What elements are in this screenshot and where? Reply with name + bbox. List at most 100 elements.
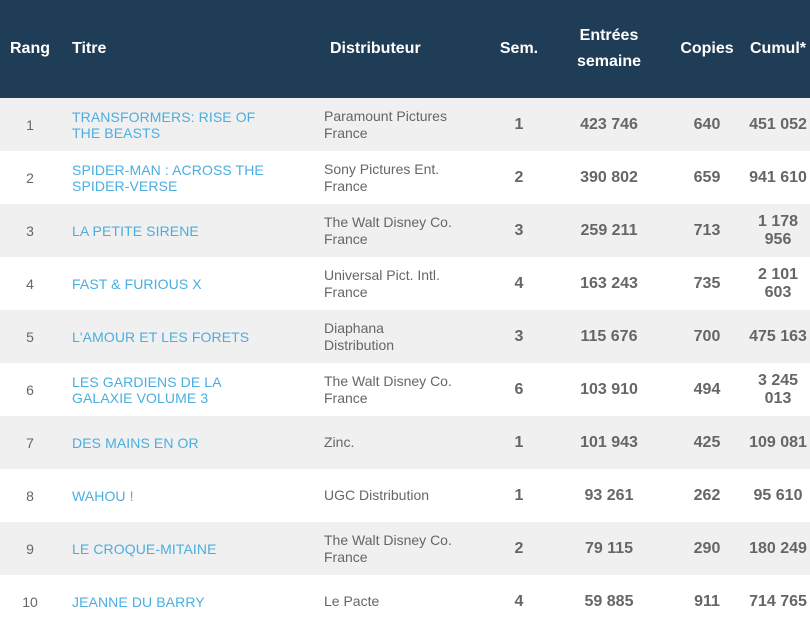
table-row: 3 LA PETITE SIRENE The Walt Disney Co. Fran… <box>0 204 810 257</box>
cumulative-cell: 180 249 <box>749 539 807 557</box>
title-link[interactable]: JEANNE DU BARRY <box>60 575 310 628</box>
weekly-admissions-cell: 101 943 <box>580 433 638 451</box>
title-link[interactable]: L'AMOUR ET LES FORETS <box>60 310 310 363</box>
copies-cell: 640 <box>693 115 721 133</box>
title-line-1[interactable]: LE CROQUE-MITAINE <box>72 540 217 557</box>
weeks-cell: 2 <box>514 168 524 186</box>
weekly-admissions-cell: 259 211 <box>580 221 638 239</box>
distributor-line-2: France <box>324 389 368 406</box>
distributor-cell: The Walt Disney Co. France <box>310 522 488 575</box>
title-line-1[interactable]: WAHOU ! <box>72 487 134 504</box>
title-line-2[interactable]: GALAXIE VOLUME 3 <box>72 389 209 406</box>
table-row: 7 DES MAINS EN OR Zinc. 1 101 943 425 109 081 <box>0 416 810 469</box>
weeks-cell: 3 <box>514 327 524 345</box>
title-link[interactable]: LA PETITE SIRENE <box>60 204 310 257</box>
copies-cell: 659 <box>693 168 721 186</box>
title-line-1[interactable]: FAST & FURIOUS X <box>72 275 202 292</box>
table-row: 1 TRANSFORMERS: RISE OF THE BEASTS Paramoun… <box>0 98 810 151</box>
rank-cell: 3 <box>26 222 34 239</box>
title-link[interactable]: TRANSFORMERS: RISE OF THE BEASTS <box>60 98 310 151</box>
weekly-admissions-cell: 93 261 <box>584 486 634 504</box>
title-line-1[interactable]: TRANSFORMERS: RISE OF <box>72 108 256 125</box>
header-entrees-line1: Entrées <box>579 27 639 44</box>
weeks-cell: 2 <box>514 539 524 557</box>
distributor-line-1: Paramount Pictures <box>324 107 447 124</box>
table-header: Rang Titre Distributeur Sem. Entrées sem… <box>0 0 810 98</box>
title-link[interactable]: SPIDER-MAN : ACROSS THE SPIDER-VERSE <box>60 151 310 204</box>
copies-cell: 713 <box>693 221 721 239</box>
distributor-line-2: France <box>324 230 368 247</box>
weeks-cell: 4 <box>514 274 524 292</box>
distributor-line-1: The Walt Disney Co. <box>324 372 452 389</box>
distributor-cell: The Walt Disney Co. France <box>310 204 488 257</box>
distributor-line-1: UGC Distribution <box>324 487 430 503</box>
title-link[interactable]: FAST & FURIOUS X <box>60 257 310 310</box>
title-line-1[interactable]: LA PETITE SIRENE <box>72 222 199 239</box>
weekly-admissions-cell: 390 802 <box>580 168 638 186</box>
cumulative-cell: 1 178 956 <box>757 212 799 248</box>
rank-cell: 8 <box>26 487 34 504</box>
header-distributeur[interactable]: Distributeur <box>330 40 421 57</box>
distributor-cell: Le Pacte <box>310 575 488 628</box>
header-cumul[interactable]: Cumul* <box>750 40 806 57</box>
header-semaine[interactable]: Sem. <box>499 40 539 57</box>
title-line-1[interactable]: DES MAINS EN OR <box>72 434 199 451</box>
header-rang[interactable]: Rang <box>10 40 50 57</box>
rank-cell: 2 <box>26 169 34 186</box>
table-body: 1 TRANSFORMERS: RISE OF THE BEASTS Paramoun… <box>0 98 810 628</box>
title-line-1[interactable]: L'AMOUR ET LES FORETS <box>72 328 250 345</box>
copies-cell: 290 <box>693 539 721 557</box>
weeks-cell: 3 <box>514 221 524 239</box>
distributor-line-1: Le Pacte <box>324 593 380 609</box>
rank-cell: 1 <box>26 116 34 133</box>
distributor-line-2: Distribution <box>324 336 395 353</box>
rank-cell: 10 <box>22 593 38 610</box>
distributor-cell: UGC Distribution <box>310 469 488 522</box>
cumulative-cell: 3 245 013 <box>757 371 799 407</box>
header-entrees-semaine[interactable]: Entrées semaine <box>550 0 668 98</box>
weeks-cell: 1 <box>514 433 524 451</box>
title-line-2[interactable]: SPIDER-VERSE <box>72 177 178 194</box>
distributor-line-1: The Walt Disney Co. <box>324 213 452 230</box>
distributor-cell: Paramount Pictures France <box>310 98 488 151</box>
copies-cell: 494 <box>693 380 721 398</box>
title-link[interactable]: DES MAINS EN OR <box>60 416 310 469</box>
table-row: 6 LES GARDIENS DE LA GALAXIE VOLUME 3 The W… <box>0 363 810 416</box>
table-row: 4 FAST & FURIOUS X Universal Pict. Intl. Fr… <box>0 257 810 310</box>
table-row: 8 WAHOU ! UGC Distribution 1 93 261 262 95 610 <box>0 469 810 522</box>
weeks-cell: 4 <box>514 592 524 610</box>
distributor-line-2: France <box>324 124 368 141</box>
header-titre[interactable]: Titre <box>72 40 107 57</box>
distributor-line-2: France <box>324 283 368 300</box>
cumulative-cell: 714 765 <box>749 592 807 610</box>
weekly-admissions-cell: 115 676 <box>580 327 638 345</box>
copies-cell: 700 <box>693 327 721 345</box>
header-row: Rang Titre Distributeur Sem. Entrées sem… <box>0 0 810 98</box>
header-copies[interactable]: Copies <box>680 40 734 57</box>
distributor-cell: Diaphana Distribution <box>310 310 488 363</box>
title-line-2[interactable]: THE BEASTS <box>72 124 161 141</box>
rank-cell: 4 <box>26 275 34 292</box>
title-line-1[interactable]: LES GARDIENS DE LA <box>72 373 222 390</box>
title-line-1[interactable]: JEANNE DU BARRY <box>72 593 205 610</box>
weekly-admissions-cell: 163 243 <box>580 274 638 292</box>
title-line-1[interactable]: SPIDER-MAN : ACROSS THE <box>72 161 264 178</box>
title-link[interactable]: WAHOU ! <box>60 469 310 522</box>
copies-cell: 735 <box>693 274 721 292</box>
table-row: 10 JEANNE DU BARRY Le Pacte 4 59 885 911 714 7… <box>0 575 810 628</box>
distributor-line-1: Diaphana <box>324 319 384 336</box>
copies-cell: 425 <box>693 433 721 451</box>
copies-cell: 262 <box>693 486 721 504</box>
cumulative-cell: 109 081 <box>749 433 807 451</box>
rank-cell: 6 <box>26 381 34 398</box>
distributor-line-2: France <box>324 548 368 565</box>
weekly-admissions-cell: 59 885 <box>584 592 634 610</box>
weeks-cell: 1 <box>514 115 524 133</box>
weekly-admissions-cell: 79 115 <box>584 539 634 557</box>
title-link[interactable]: LES GARDIENS DE LA GALAXIE VOLUME 3 <box>60 363 310 416</box>
table-row: 9 LE CROQUE-MITAINE The Walt Disney Co. Fra… <box>0 522 810 575</box>
header-entrees-line2: semaine <box>576 53 642 70</box>
distributor-line-2: France <box>324 177 368 194</box>
weeks-cell: 6 <box>514 380 524 398</box>
title-link[interactable]: LE CROQUE-MITAINE <box>60 522 310 575</box>
